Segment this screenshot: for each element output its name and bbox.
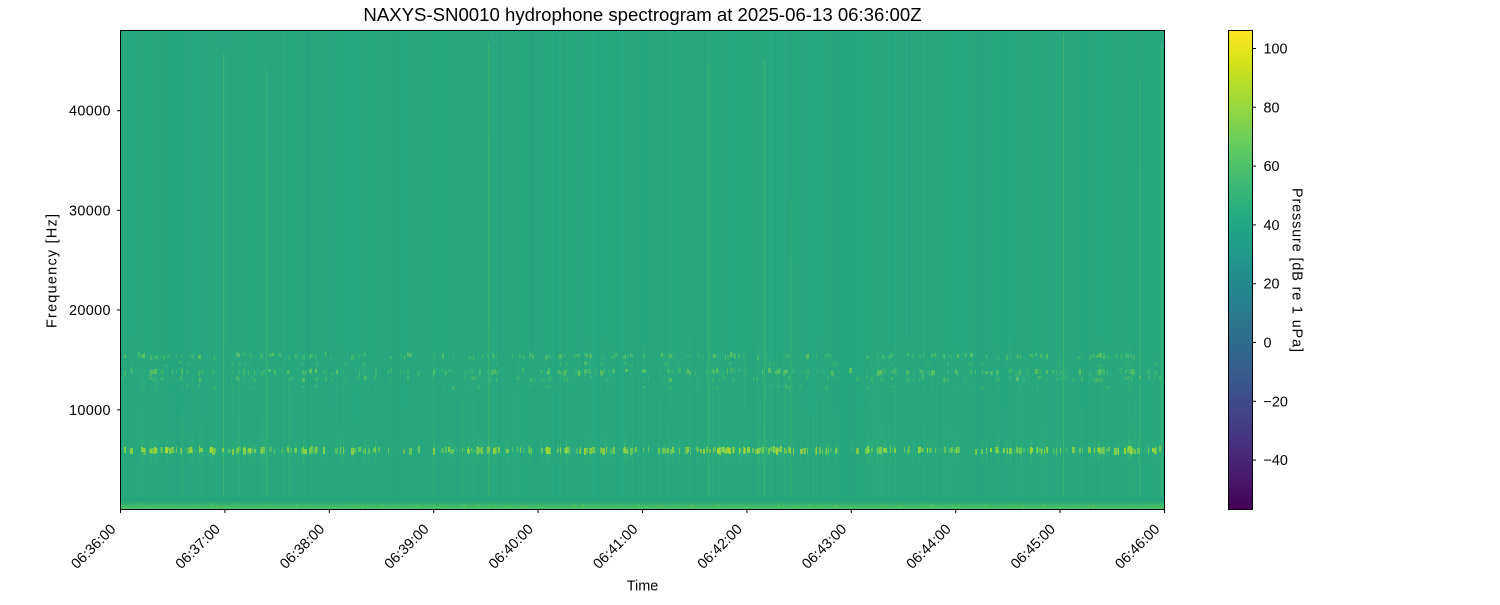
svg-text:−20: −20	[1264, 394, 1288, 410]
svg-text:0: 0	[1264, 336, 1272, 352]
svg-text:20: 20	[1264, 277, 1280, 293]
svg-text:Frequency [Hz]: Frequency [Hz]	[45, 214, 61, 328]
svg-text:40: 40	[1264, 218, 1280, 234]
svg-text:100: 100	[1264, 42, 1288, 58]
svg-text:−40: −40	[1264, 453, 1288, 469]
svg-text:Time: Time	[627, 579, 659, 595]
svg-text:NAXYS-SN0010 hydrophone spectr: NAXYS-SN0010 hydrophone spectrogram at 2…	[363, 4, 921, 25]
svg-text:80: 80	[1264, 100, 1280, 116]
svg-text:Pressure [dB re 1 uPa]: Pressure [dB re 1 uPa]	[1289, 188, 1305, 352]
svg-text:10000: 10000	[69, 403, 111, 419]
svg-text:20000: 20000	[69, 303, 111, 319]
svg-text:40000: 40000	[69, 104, 111, 120]
svg-text:60: 60	[1264, 159, 1280, 175]
svg-text:30000: 30000	[69, 203, 111, 219]
